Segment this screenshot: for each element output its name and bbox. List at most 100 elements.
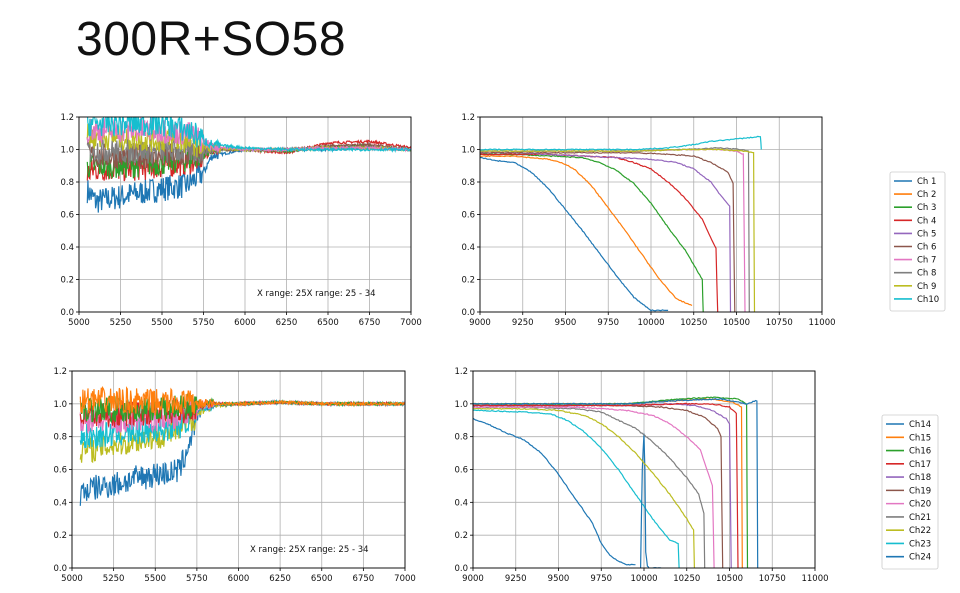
legend-label: Ch19 bbox=[909, 486, 931, 496]
x-tick-label: 6000 bbox=[228, 574, 250, 584]
x-tick-label: 9750 bbox=[597, 318, 619, 328]
series-line bbox=[473, 404, 724, 568]
y-tick-label: 0.4 bbox=[60, 243, 74, 253]
legend-label: Ch21 bbox=[909, 513, 931, 523]
legend-label: Ch18 bbox=[909, 473, 931, 483]
legend-label: Ch10 bbox=[917, 295, 939, 305]
y-tick-label: 0.4 bbox=[53, 498, 67, 508]
axes-frame bbox=[472, 370, 816, 569]
legend-label: Ch 8 bbox=[917, 269, 936, 279]
series-line bbox=[86, 117, 411, 153]
x-tick-label: 9000 bbox=[469, 318, 491, 328]
x-tick-label: 6500 bbox=[317, 318, 339, 328]
legend-label: Ch16 bbox=[909, 447, 931, 457]
x-tick-label: 6750 bbox=[359, 318, 381, 328]
y-tick-label: 0.0 bbox=[60, 308, 74, 318]
legend-label: Ch14 bbox=[909, 420, 931, 430]
y-tick-label: 1.2 bbox=[60, 113, 74, 123]
series-line bbox=[473, 407, 695, 568]
y-tick-label: 1.0 bbox=[461, 146, 475, 156]
y-tick-label: 0.0 bbox=[454, 564, 468, 574]
x-tick-label: 5000 bbox=[61, 574, 83, 584]
x-tick-label: 6750 bbox=[353, 574, 375, 584]
y-tick-label: 1.0 bbox=[53, 400, 67, 410]
axes-frame bbox=[71, 370, 406, 569]
y-tick-label: 0.6 bbox=[454, 466, 468, 476]
series-line bbox=[473, 397, 759, 568]
x-tick-label: 7000 bbox=[394, 574, 416, 584]
series-line bbox=[473, 409, 680, 568]
x-tick-label: 10500 bbox=[723, 318, 750, 328]
x-tick-label: 11000 bbox=[808, 318, 835, 328]
y-tick-label: 0.8 bbox=[461, 178, 475, 188]
series-line bbox=[473, 405, 715, 568]
legend-label: Ch 5 bbox=[917, 229, 936, 239]
y-tick-label: 0.0 bbox=[461, 308, 475, 318]
legend-label: Ch17 bbox=[909, 460, 931, 470]
legend-label: Ch24 bbox=[909, 553, 931, 563]
y-tick-label: 0.8 bbox=[60, 178, 74, 188]
y-tick-label: 1.0 bbox=[454, 400, 468, 410]
y-tick-label: 0.8 bbox=[454, 433, 468, 443]
x-tick-label: 9250 bbox=[512, 318, 534, 328]
x-tick-label: 9250 bbox=[505, 574, 527, 584]
y-tick-label: 1.2 bbox=[53, 367, 67, 377]
y-tick-label: 0.2 bbox=[461, 276, 475, 286]
legend-label: Ch 4 bbox=[917, 216, 936, 226]
x-tick-label: 5750 bbox=[186, 574, 208, 584]
y-tick-label: 0.4 bbox=[454, 498, 468, 508]
x-tick-label: 5000 bbox=[68, 318, 90, 328]
series-line bbox=[480, 154, 693, 307]
x-tick-label: 10250 bbox=[680, 318, 707, 328]
x-tick-label: 10750 bbox=[766, 318, 793, 328]
y-tick-label: 0.6 bbox=[53, 466, 67, 476]
series-line bbox=[480, 148, 756, 312]
legend-label: Ch 7 bbox=[917, 256, 936, 266]
slide-title: 300R+SO58 bbox=[76, 13, 347, 66]
x-tick-label: 7000 bbox=[400, 318, 422, 328]
x-tick-label: 6500 bbox=[311, 574, 333, 584]
x-tick-label: 9000 bbox=[462, 574, 484, 584]
legend-label: Ch15 bbox=[909, 433, 931, 443]
x-tick-label: 5500 bbox=[144, 574, 166, 584]
series-line bbox=[480, 146, 750, 312]
x-tick-label: 10250 bbox=[673, 574, 700, 584]
x-tick-label: 6250 bbox=[276, 318, 298, 328]
series-line bbox=[480, 156, 669, 312]
x-tick-label: 6000 bbox=[234, 318, 256, 328]
legend-label: Ch 3 bbox=[917, 203, 936, 213]
y-tick-label: 0.6 bbox=[461, 211, 475, 221]
x-tick-label: 9750 bbox=[590, 574, 612, 584]
series-line bbox=[473, 402, 739, 568]
x-tick-label: 9500 bbox=[548, 574, 570, 584]
series-line bbox=[473, 398, 743, 568]
legend-label: Ch 6 bbox=[917, 243, 936, 253]
x-tick-label: 10000 bbox=[630, 574, 657, 584]
legend-label: Ch 2 bbox=[917, 190, 936, 200]
legend-label: Ch 9 bbox=[917, 282, 936, 292]
x-tick-label: 5250 bbox=[103, 574, 125, 584]
y-tick-label: 1.2 bbox=[461, 113, 475, 123]
y-tick-label: 0.2 bbox=[454, 531, 468, 541]
series-line bbox=[480, 151, 732, 312]
legend-label: Ch23 bbox=[909, 539, 931, 549]
range-annotation: X range: 25X range: 25 - 34 bbox=[257, 289, 376, 299]
y-tick-label: 0.2 bbox=[60, 276, 74, 286]
x-tick-label: 10750 bbox=[759, 574, 786, 584]
series-line bbox=[473, 417, 636, 566]
x-tick-label: 10000 bbox=[637, 318, 664, 328]
series-line bbox=[480, 148, 746, 312]
y-tick-label: 1.2 bbox=[454, 367, 468, 377]
series-line bbox=[480, 135, 762, 151]
series-line bbox=[473, 405, 706, 568]
range-annotation: X range: 25X range: 25 - 34 bbox=[250, 545, 369, 555]
series-line bbox=[79, 385, 405, 416]
x-tick-label: 6250 bbox=[269, 574, 291, 584]
y-tick-label: 0.8 bbox=[53, 433, 67, 443]
legend-label: Ch 1 bbox=[917, 177, 936, 187]
series-line bbox=[473, 396, 749, 568]
x-tick-label: 5250 bbox=[110, 318, 132, 328]
series-line bbox=[480, 153, 719, 312]
x-tick-label: 11000 bbox=[801, 574, 828, 584]
